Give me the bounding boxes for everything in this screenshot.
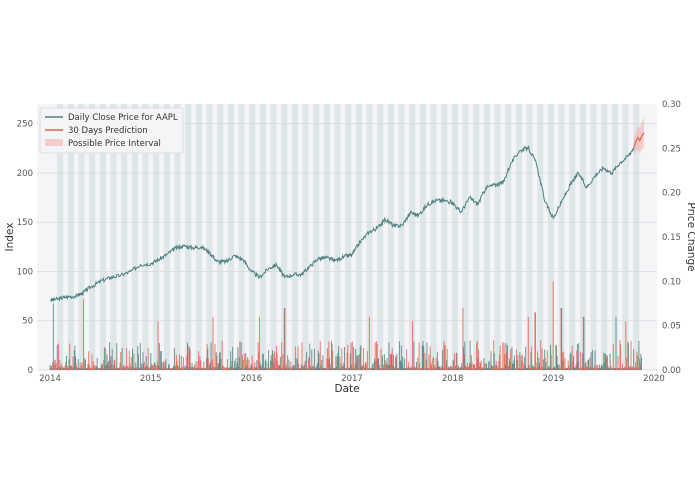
legend-interval-label: Possible Price Interval <box>68 139 161 149</box>
legend-box <box>39 107 184 154</box>
legend-interval-swatch <box>45 139 63 146</box>
vertical-band-9 <box>153 104 160 370</box>
vertical-band-47 <box>558 104 565 370</box>
vertical-band-45 <box>537 104 544 370</box>
vertical-band-40 <box>483 104 490 370</box>
vertical-band-42 <box>505 104 512 370</box>
vertical-band-21 <box>281 104 288 370</box>
vertical-band-18 <box>249 104 256 370</box>
vertical-band-46 <box>547 104 554 370</box>
x-tick-label: 2019 <box>543 374 565 384</box>
vertical-band-22 <box>291 104 298 370</box>
vertical-band-36 <box>441 104 448 370</box>
vertical-band-37 <box>451 104 458 370</box>
vertical-band-38 <box>462 104 469 370</box>
vertical-band-8 <box>142 104 149 370</box>
y2-tick-label: 0.00 <box>662 366 681 376</box>
vertical-band-41 <box>494 104 501 370</box>
vertical-band-49 <box>579 104 586 370</box>
vertical-band-43 <box>515 104 522 370</box>
vertical-band-24 <box>313 104 320 370</box>
vertical-band-54 <box>633 104 640 370</box>
vertical-band-14 <box>206 104 213 370</box>
vertical-band-34 <box>419 104 426 370</box>
vertical-band-20 <box>270 104 277 370</box>
vertical-band-7 <box>131 104 138 370</box>
vertical-band-23 <box>302 104 309 370</box>
vertical-band-13 <box>195 104 202 370</box>
vertical-band-31 <box>387 104 394 370</box>
y-tick-label: 100 <box>17 267 33 277</box>
y2-tick-label: 0.20 <box>662 189 681 199</box>
vertical-band-39 <box>473 104 480 370</box>
vertical-band-25 <box>323 104 330 370</box>
x-axis-title: Date <box>334 383 359 395</box>
legend-close-label: Daily Close Price for AAPL <box>68 113 178 123</box>
y2-tick-label: 0.30 <box>662 100 681 110</box>
x-tick-label: 2015 <box>140 374 162 384</box>
y-axis-title: Index <box>4 223 16 252</box>
vertical-band-33 <box>409 104 416 370</box>
y-tick-label: 250 <box>17 120 33 130</box>
vertical-band-51 <box>601 104 608 370</box>
x-tick-label: 2016 <box>241 374 263 384</box>
y-tick-label: 0 <box>28 366 33 376</box>
vertical-band-29 <box>366 104 373 370</box>
x-tick-label: 2014 <box>39 374 61 384</box>
y2-tick-label: 0.25 <box>662 144 681 154</box>
vertical-band-15 <box>217 104 224 370</box>
vertical-band-6 <box>121 104 128 370</box>
vertical-band-53 <box>622 104 629 370</box>
y2-tick-label: 0.05 <box>662 322 681 332</box>
vertical-band-35 <box>430 104 437 370</box>
prediction-line <box>633 132 645 148</box>
vertical-bands <box>57 104 640 370</box>
vertical-band-12 <box>185 104 192 370</box>
close-price-line <box>49 145 635 303</box>
vertical-band-50 <box>590 104 597 370</box>
vertical-band-17 <box>238 104 245 370</box>
x-tick-label: 2018 <box>442 374 464 384</box>
vertical-band-0 <box>57 104 64 370</box>
y2-axis-title: Price Change <box>685 202 695 271</box>
possible-price-interval-area <box>633 117 644 156</box>
vertical-band-44 <box>526 104 533 370</box>
vertical-band-30 <box>377 104 384 370</box>
legend-prediction-label: 30 Days Prediction <box>68 126 148 136</box>
x-tick-label: 2017 <box>341 374 363 384</box>
vertical-band-10 <box>163 104 170 370</box>
vertical-band-19 <box>259 104 266 370</box>
vertical-band-11 <box>174 104 181 370</box>
vertical-band-32 <box>398 104 405 370</box>
vertical-band-3 <box>89 104 96 370</box>
vertical-band-28 <box>355 104 362 370</box>
y2-tick-label: 0.15 <box>662 233 681 243</box>
vertical-band-16 <box>227 104 234 370</box>
axis-ticks: 2014 2015 2016 2017 2018 2019 2020 0 50 100 150 200… <box>17 100 681 384</box>
vertical-band-2 <box>78 104 85 370</box>
vertical-band-5 <box>110 104 117 370</box>
y2-tick-label: 0.10 <box>662 277 681 287</box>
x-tick-label: 2020 <box>643 374 665 384</box>
legend: Daily Close Price for AAPL 30 Days Predi… <box>39 107 184 154</box>
vertical-band-27 <box>345 104 352 370</box>
vertical-band-1 <box>67 104 74 370</box>
y-tick-label: 150 <box>17 218 33 228</box>
vertical-band-4 <box>99 104 106 370</box>
vertical-band-48 <box>569 104 576 370</box>
vertical-band-26 <box>334 104 341 370</box>
vertical-band-52 <box>611 104 618 370</box>
price-change-bars <box>49 281 642 370</box>
y-tick-label: 200 <box>17 169 33 179</box>
y-tick-label: 50 <box>22 317 33 327</box>
